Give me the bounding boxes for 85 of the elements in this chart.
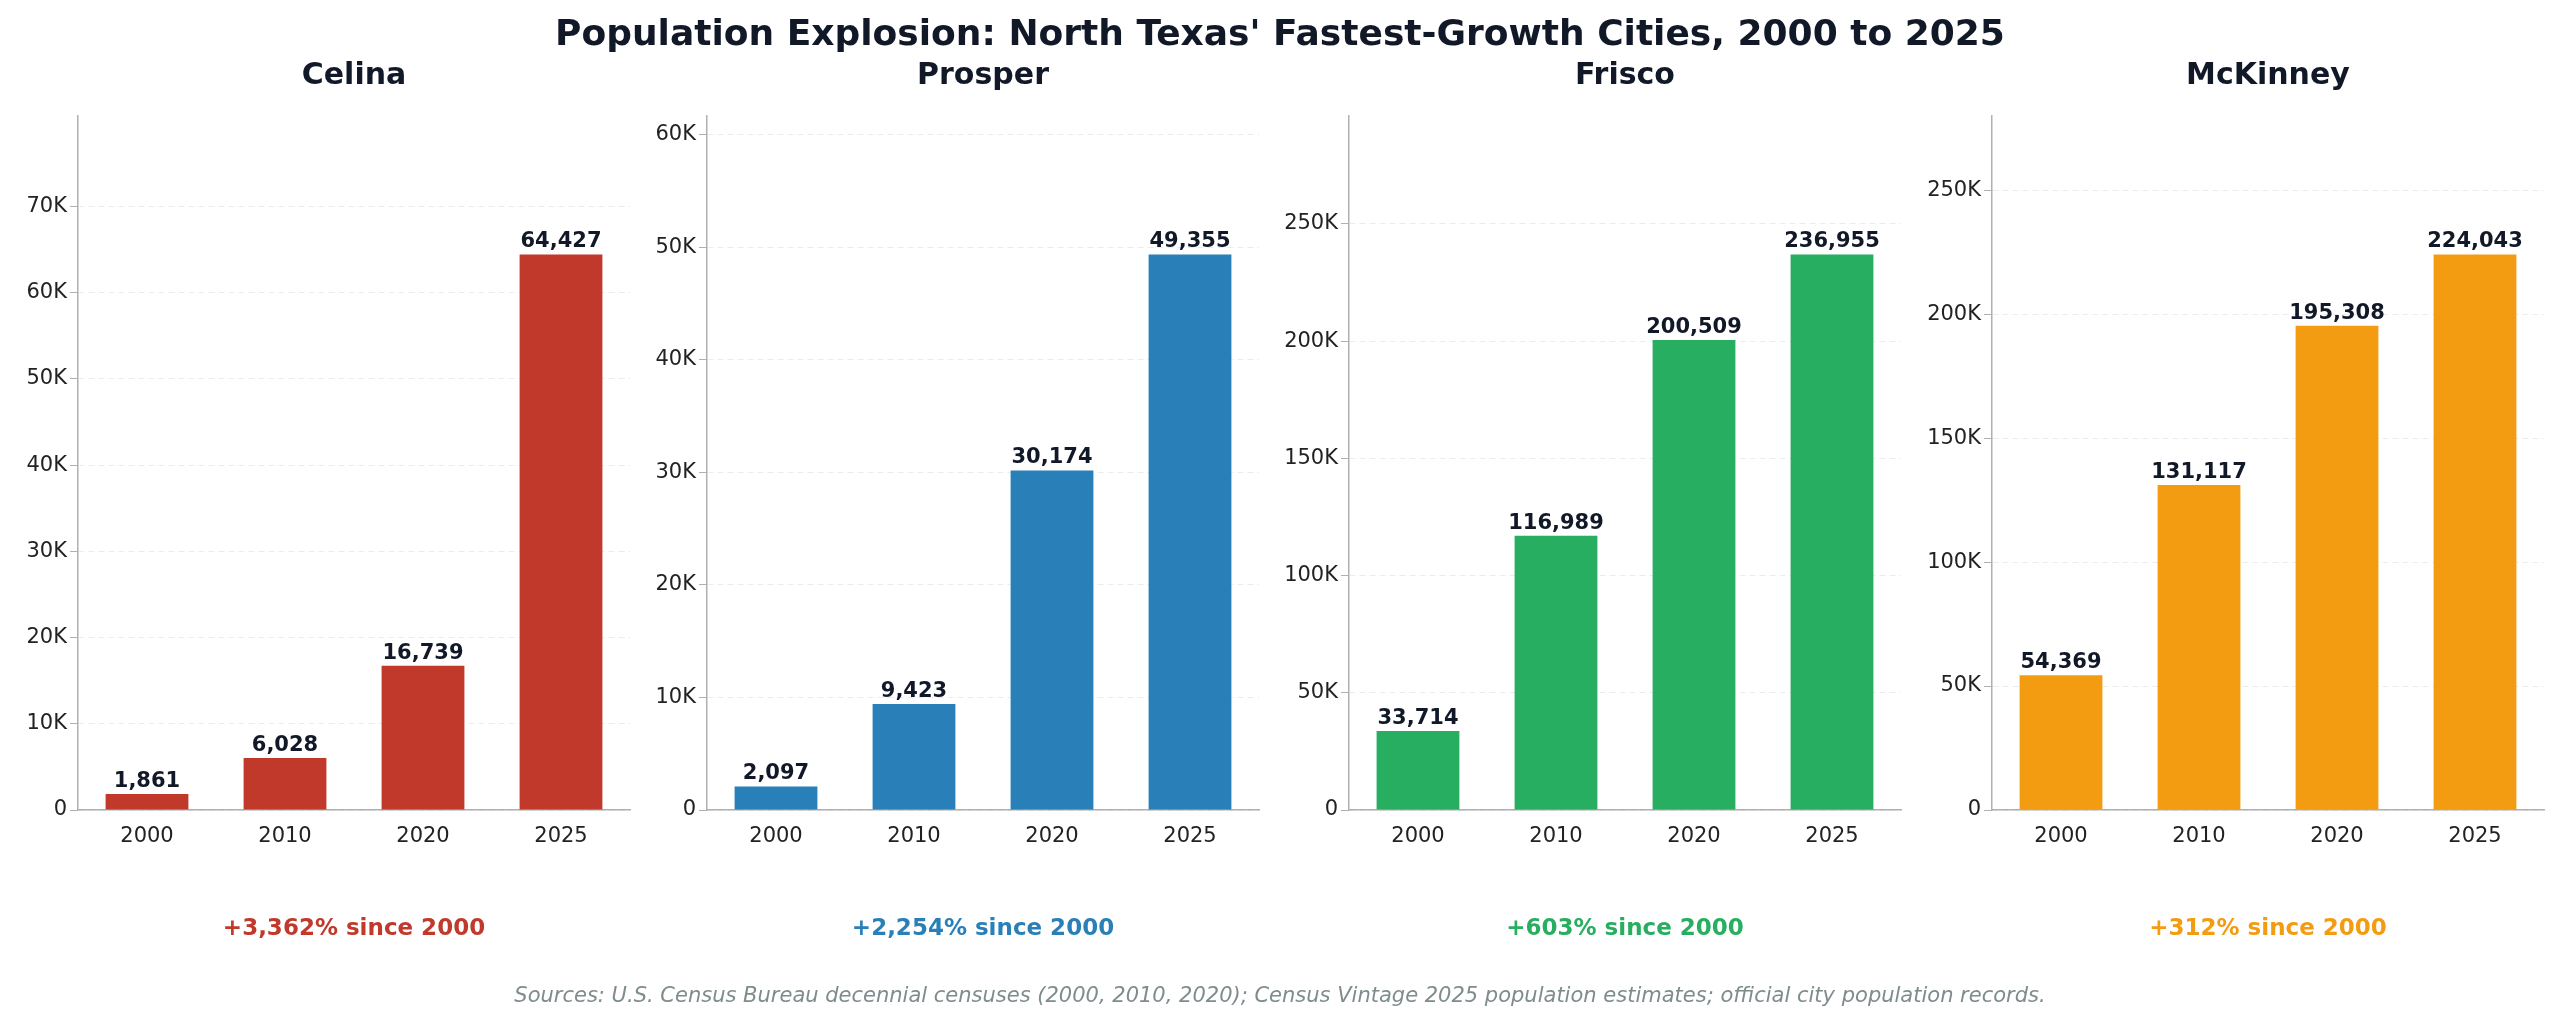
chart-title: Celina <box>300 56 408 91</box>
x-tick-label: 2000 <box>1391 823 1445 848</box>
y-tick-label: 30K <box>26 537 69 562</box>
x-tick-label: 2020 <box>2310 823 2364 848</box>
data-label: 116,989 <box>1508 509 1604 534</box>
data-label: 64,427 <box>520 228 602 253</box>
x-tick-label: 2025 <box>1163 823 1217 848</box>
y-tick-label: 0 <box>682 796 696 821</box>
y-tick-label: 0 <box>1324 796 1338 821</box>
bar <box>1652 339 1736 810</box>
text: +2,254% since 2000 <box>850 914 1116 940</box>
x-tick-label: 2000 <box>749 823 803 848</box>
x-tick-label: 2020 <box>1667 823 1721 848</box>
data-label: 1,861 <box>113 767 181 792</box>
bar <box>105 793 189 810</box>
y-tick-label: 70K <box>26 192 69 217</box>
bar <box>2295 325 2379 810</box>
bar <box>1376 730 1460 810</box>
data-label: 236,955 <box>1784 228 1880 253</box>
y-tick-label: 10K <box>26 710 69 735</box>
bar <box>1790 254 1874 810</box>
y-tick-label: 30K <box>655 458 698 483</box>
bar <box>2157 484 2241 810</box>
bar <box>734 786 818 810</box>
y-tick-label: 50K <box>1297 679 1340 704</box>
text: +3,362% since 2000 <box>221 914 487 940</box>
x-tick-label: 2010 <box>2172 823 2226 848</box>
data-label: 30,174 <box>1011 444 1093 469</box>
y-tick-label: 60K <box>26 279 69 304</box>
data-label: 200,509 <box>1646 313 1742 338</box>
bar <box>243 758 327 810</box>
bar <box>381 665 465 810</box>
data-label: 195,308 <box>2289 299 2385 324</box>
y-tick-label: 50K <box>1940 672 1983 697</box>
y-tick-label: 0 <box>53 796 67 821</box>
data-label: 9,423 <box>880 677 948 702</box>
data-label: 49,355 <box>1149 228 1231 253</box>
bar <box>519 254 603 810</box>
data-label: 33,714 <box>1377 704 1459 729</box>
y-tick-label: 50K <box>655 233 698 258</box>
x-tick-label: 2025 <box>2448 823 2502 848</box>
x-tick-label: 2010 <box>1529 823 1583 848</box>
x-tick-label: 2000 <box>120 823 174 848</box>
bar <box>2019 675 2103 810</box>
y-tick-label: 250K <box>1284 210 1340 235</box>
data-label: 2,097 <box>742 760 810 785</box>
y-tick-label: 100K <box>1927 548 1983 573</box>
y-tick-label: 100K <box>1284 562 1340 587</box>
data-label: 6,028 <box>251 731 319 756</box>
chart-title: Prosper <box>916 56 1050 91</box>
x-tick-label: 2010 <box>258 823 312 848</box>
y-tick-label: 20K <box>26 624 69 648</box>
y-tick-label: 10K <box>655 683 698 708</box>
y-tick-label: 200K <box>1927 300 1983 325</box>
chart-title: Frisco <box>1574 56 1676 91</box>
x-tick-label: 2020 <box>396 823 450 848</box>
y-tick-label: 250K <box>1927 176 1983 201</box>
y-tick-label: 20K <box>655 571 698 596</box>
y-tick-label: 40K <box>26 451 69 476</box>
data-label: 54,369 <box>2020 649 2102 674</box>
x-tick-label: 2000 <box>2034 823 2088 848</box>
y-tick-label: 200K <box>1284 327 1340 352</box>
y-tick-label: 40K <box>655 346 698 371</box>
bar <box>2433 254 2517 810</box>
x-tick-label: 2010 <box>887 823 941 848</box>
x-tick-label: 2025 <box>534 823 588 848</box>
bar <box>1010 470 1094 810</box>
y-tick-label: 150K <box>1927 424 1983 449</box>
data-label: 16,739 <box>382 639 464 664</box>
y-tick-label: 60K <box>655 121 698 146</box>
data-label: 131,117 <box>2151 458 2247 483</box>
chart-title: McKinney <box>2185 56 2351 91</box>
x-tick-label: 2025 <box>1805 823 1859 848</box>
x-tick-label: 2020 <box>1025 823 1079 848</box>
y-tick-label: 0 <box>1967 796 1981 821</box>
text: +603% since 2000 <box>1505 914 1745 940</box>
y-tick-label: 150K <box>1284 444 1340 469</box>
text: Population Explosion: North Texas' Fastest-Growth Cities, 2000 to 2025 <box>554 12 2006 53</box>
y-tick-label: 50K <box>26 365 69 390</box>
source-note: Sources: U.S. Census Bureau decennial censuses (2000, 2010, 2020); Census Vintage 2025 population estimates; official city population records. <box>513 983 2047 1007</box>
bar <box>1514 535 1598 810</box>
bar <box>1148 254 1232 810</box>
bar <box>872 703 956 810</box>
data-label: 224,043 <box>2427 228 2523 253</box>
text: +312% since 2000 <box>2148 914 2388 940</box>
